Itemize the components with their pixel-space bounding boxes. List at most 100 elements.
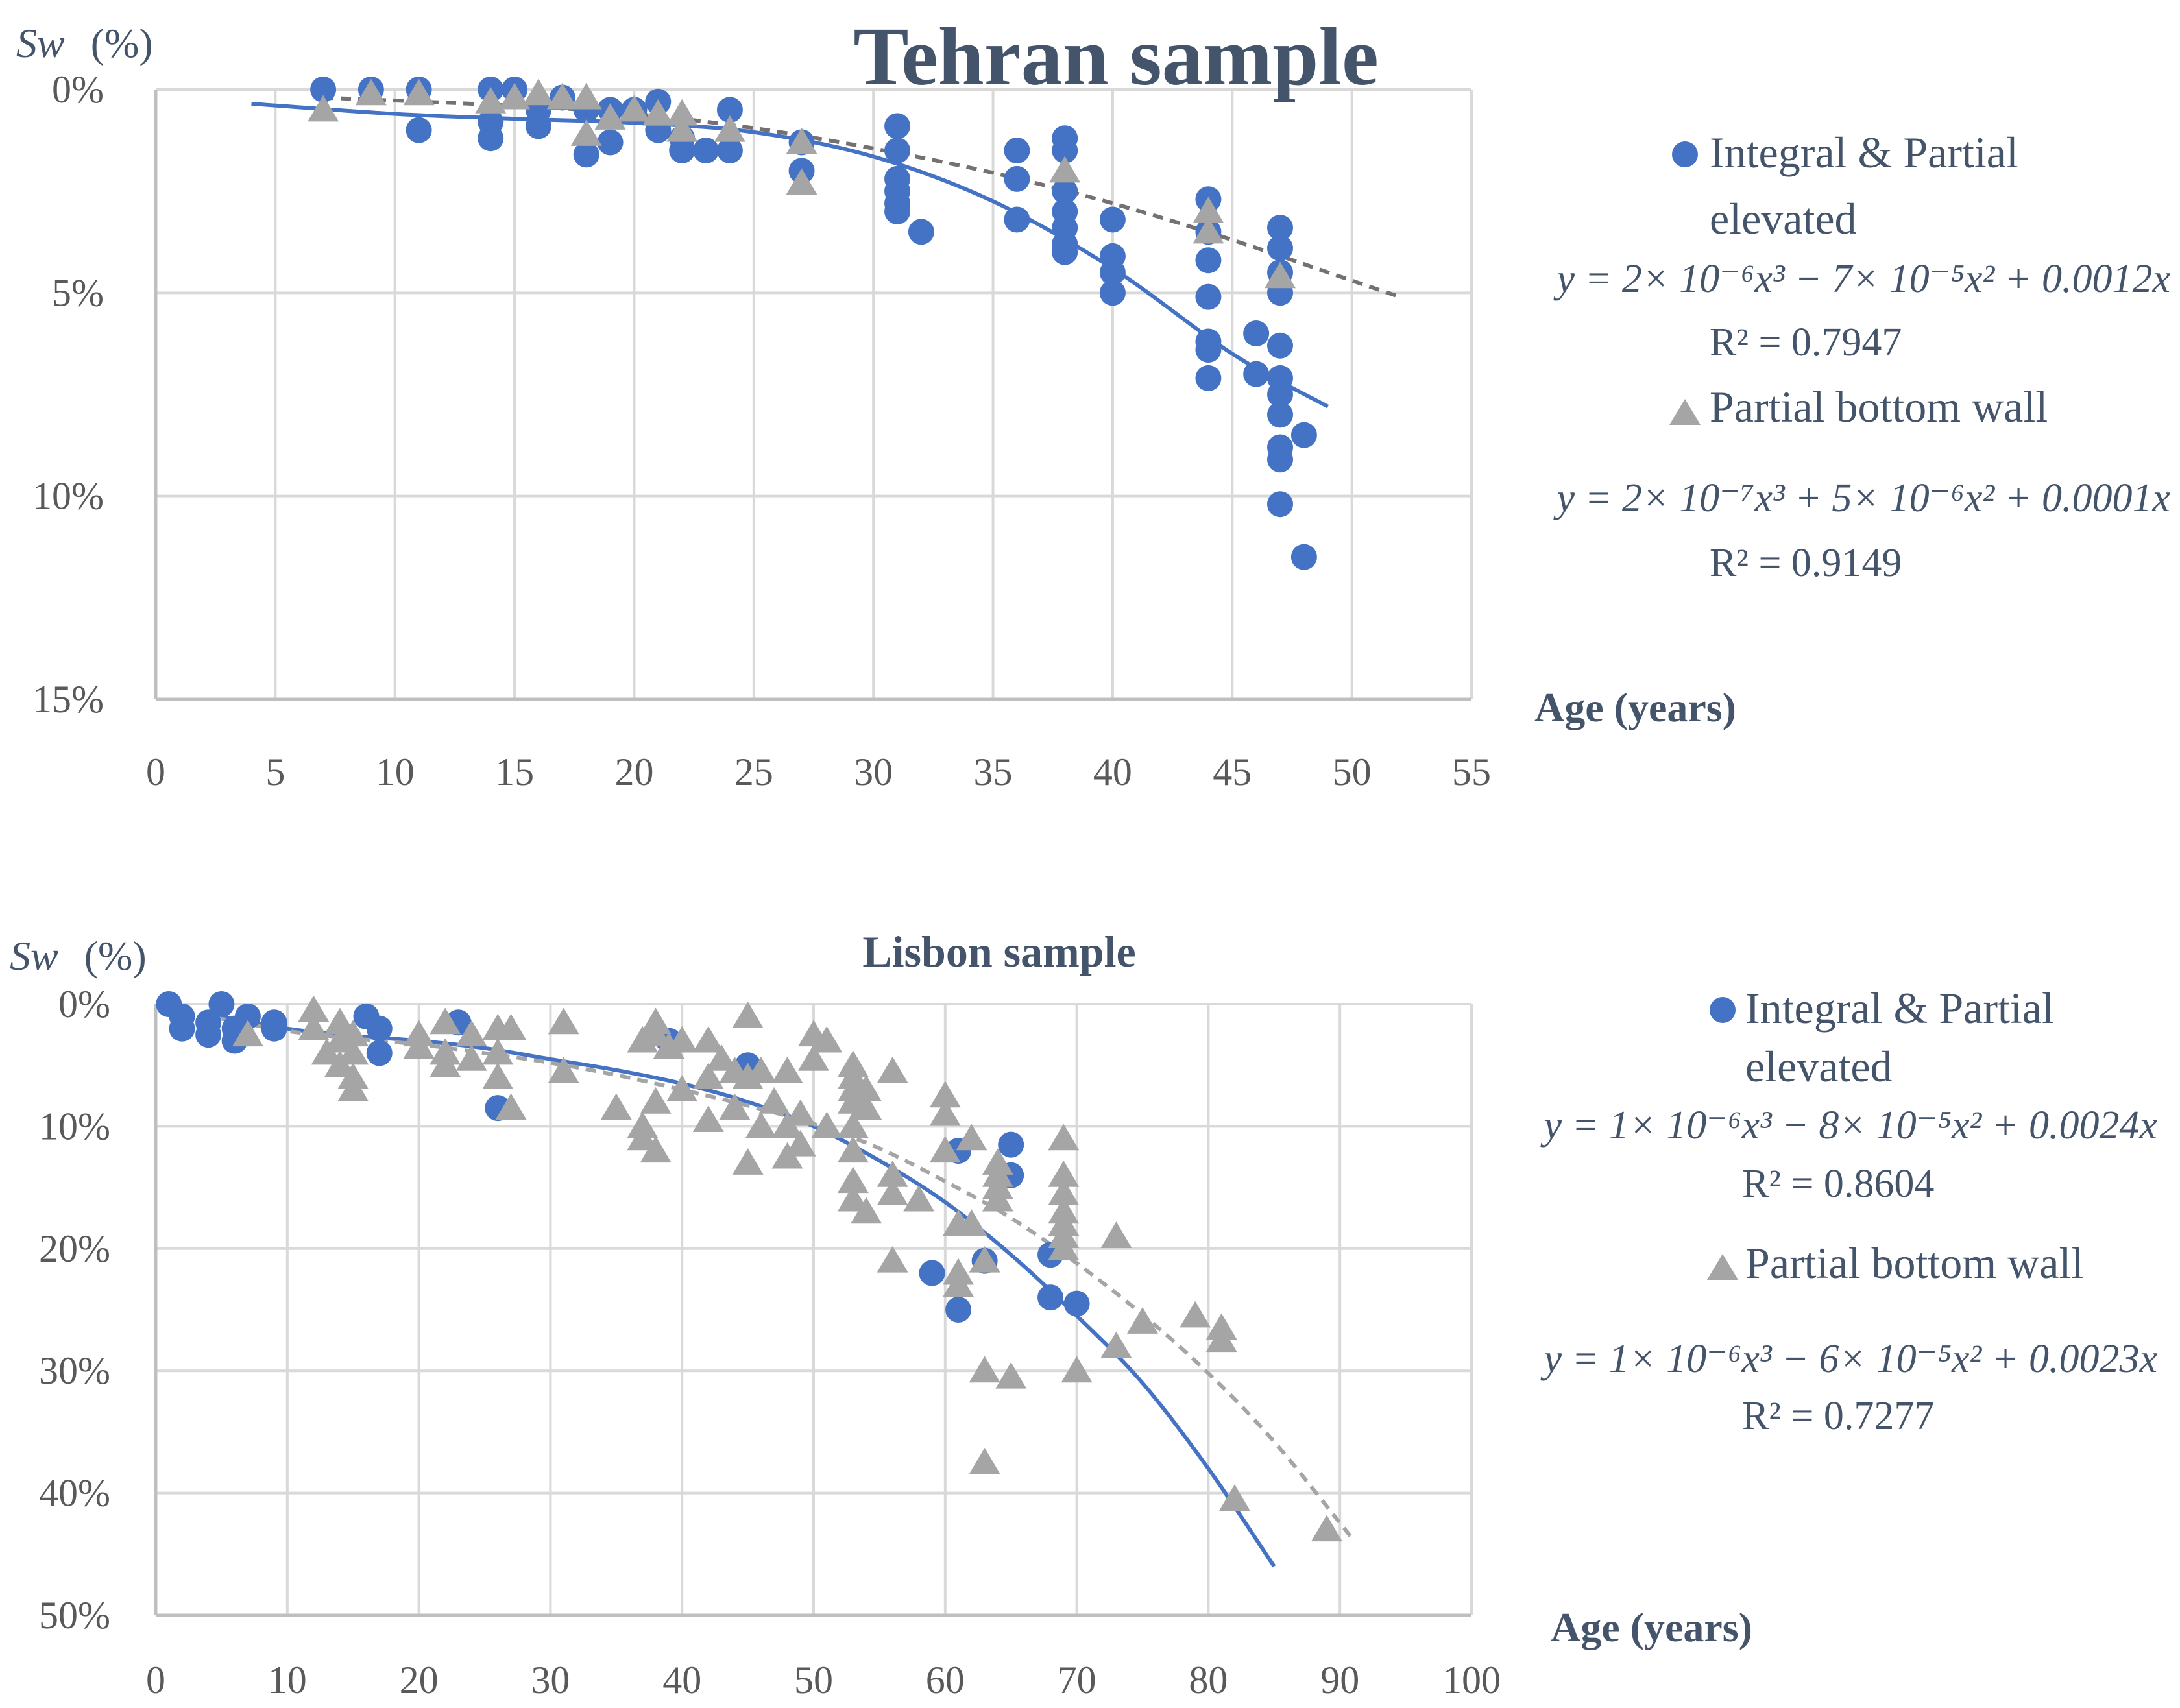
tehran-title: Tehran sample <box>853 10 1379 102</box>
lisbon-point-triangle <box>969 1245 1000 1273</box>
lisbon-point-triangle <box>732 1148 764 1175</box>
lisbon-point-triangle <box>877 1056 908 1083</box>
lisbon-x-tick-label: 60 <box>926 1659 965 1702</box>
tehran-point-circle <box>1267 215 1294 241</box>
tehran-point-triangle <box>355 78 387 106</box>
tehran-point-triangle <box>1193 197 1224 223</box>
tehran-point-triangle <box>594 103 626 130</box>
tehran-point-triangle <box>714 115 745 142</box>
lisbon-point-triangle <box>482 1038 514 1065</box>
lisbon-point-triangle <box>851 1075 882 1101</box>
tehran-point-triangle <box>786 168 818 195</box>
tehran-point-circle <box>1243 361 1270 387</box>
tehran-point-circle <box>1004 165 1030 192</box>
lisbon-point-triangle <box>837 1166 869 1194</box>
lisbon-point-triangle <box>1061 1356 1093 1383</box>
tehran-point-triangle <box>546 82 578 110</box>
tehran-x-tick-label: 15 <box>495 751 534 793</box>
tehran-y-tick-label: 15% <box>32 678 104 721</box>
tehran-r2-1: R² = 0.7947 <box>1710 320 1902 365</box>
tehran-point-circle <box>1267 235 1294 261</box>
lisbon-r2-2: R² = 0.7277 <box>1742 1394 1934 1438</box>
tehran-x-tick-labels: 0 5 10 15 20 25 30 35 40 45 50 55 <box>146 751 1491 793</box>
tehran-point-circle <box>1195 283 1222 310</box>
lisbon-point-circle <box>169 1015 195 1042</box>
tehran-point-circle <box>1267 402 1294 428</box>
lisbon-point-circle <box>366 1015 393 1042</box>
lisbon-x-tick-labels: 0 10 20 30 40 50 60 70 80 90 100 <box>146 1659 1501 1702</box>
tehran-point-circle <box>406 117 432 143</box>
lisbon-point-triangle <box>784 1099 816 1126</box>
lisbon-point-triangle <box>495 1013 527 1040</box>
lisbon-point-triangle <box>784 1129 816 1157</box>
lisbon-point-triangle <box>1180 1301 1211 1328</box>
lisbon-point-circle <box>261 1015 287 1042</box>
lisbon-point-triangle <box>837 1136 869 1163</box>
lisbon-y-tick-label: 0% <box>58 983 110 1026</box>
tehran-point-circle <box>1290 544 1317 570</box>
tehran-point-circle <box>1267 332 1294 359</box>
lisbon-legend-triangle-marker <box>1707 1254 1738 1280</box>
lisbon-point-triangle <box>706 1044 738 1071</box>
lisbon-point-triangle <box>666 1075 698 1101</box>
lisbon-r2-1: R² = 0.8604 <box>1742 1162 1934 1206</box>
lisbon-equation-1: y = 1× 10⁻⁶x³ − 8× 10⁻⁵x² + 0.0024x <box>1540 1103 2158 1148</box>
lisbon-point-circle <box>945 1297 972 1323</box>
lisbon-x-axis-title: Age (years) <box>1551 1604 1752 1650</box>
tehran-y-var: Sw <box>16 20 65 66</box>
tehran-point-triangle <box>666 99 698 126</box>
lisbon-x-tick-label: 80 <box>1189 1659 1228 1702</box>
tehran-x-axis-title: Age (years) <box>1534 684 1736 730</box>
tehran-point-circle <box>1195 365 1222 391</box>
lisbon-point-triangle <box>851 1093 882 1120</box>
tehran-point-triangle <box>642 99 674 126</box>
lisbon-point-triangle <box>929 1099 961 1126</box>
tehran-x-tick-label: 35 <box>974 751 1013 793</box>
tehran-point-circle <box>716 97 743 123</box>
tehran-x-tick-label: 5 <box>265 751 285 793</box>
lisbon-point-triangle <box>430 1007 461 1035</box>
lisbon-point-triangle <box>1048 1179 1080 1206</box>
lisbon-point-circle <box>919 1260 945 1286</box>
lisbon-x-tick-label: 50 <box>794 1659 833 1702</box>
lisbon-point-triangle <box>1048 1234 1080 1260</box>
lisbon-equation-2: y = 1× 10⁻⁶x³ − 6× 10⁻⁵x² + 0.0023x <box>1540 1337 2158 1381</box>
lisbon-point-triangle <box>627 1124 659 1151</box>
tehran-point-triangle <box>522 78 554 106</box>
lisbon-point-triangle <box>969 1447 1000 1474</box>
tehran-equation-2: y = 2× 10⁻⁷x³ + 5× 10⁻⁶x² + 0.0001x <box>1553 476 2171 520</box>
tehran-point-triangle <box>308 95 339 122</box>
lisbon-y-tick-label: 40% <box>39 1472 110 1515</box>
lisbon-point-triangle <box>1100 1331 1132 1358</box>
tehran-point-circle <box>1052 178 1078 204</box>
lisbon-point-triangle <box>929 1081 961 1108</box>
lisbon-point-triangle <box>811 1111 843 1138</box>
lisbon-legend-series1-line1: Integral & Partial <box>1745 983 2054 1033</box>
lisbon-x-tick-label: 0 <box>146 1659 165 1702</box>
lisbon-legend-circle-marker <box>1710 997 1736 1023</box>
tehran-axes <box>154 90 1472 701</box>
tehran-point-circle <box>1052 239 1078 265</box>
lisbon-point-circle <box>366 1040 393 1066</box>
lisbon-point-triangle <box>692 1105 724 1132</box>
tehran-x-tick-label: 25 <box>734 751 773 793</box>
tehran-point-circle <box>1004 206 1030 233</box>
lisbon-y-tick-label: 50% <box>39 1594 110 1637</box>
tehran-x-tick-label: 0 <box>146 751 165 793</box>
tehran-point-circle <box>1052 138 1078 163</box>
tehran-y-tick-labels: 0% 5% 10% 15% <box>32 68 104 721</box>
lisbon-point-triangle <box>666 1026 698 1053</box>
lisbon-point-triangle <box>430 1050 461 1077</box>
lisbon-legend-series1-line2: elevated <box>1745 1042 1893 1091</box>
tehran-legend-triangle-marker <box>1669 399 1701 425</box>
tehran-legend-circle-marker <box>1672 141 1698 167</box>
tehran-point-circle <box>1243 320 1270 346</box>
lisbon-point-triangle <box>455 1044 487 1071</box>
tehran-point-circle <box>1099 206 1126 233</box>
lisbon-point-triangle <box>771 1056 803 1083</box>
tehran-legend-series1-line1: Integral & Partial <box>1710 128 2018 177</box>
lisbon-point-triangle <box>1205 1325 1237 1353</box>
lisbon-point-triangle <box>1048 1160 1080 1187</box>
tehran-trendline-solid <box>251 101 1329 409</box>
